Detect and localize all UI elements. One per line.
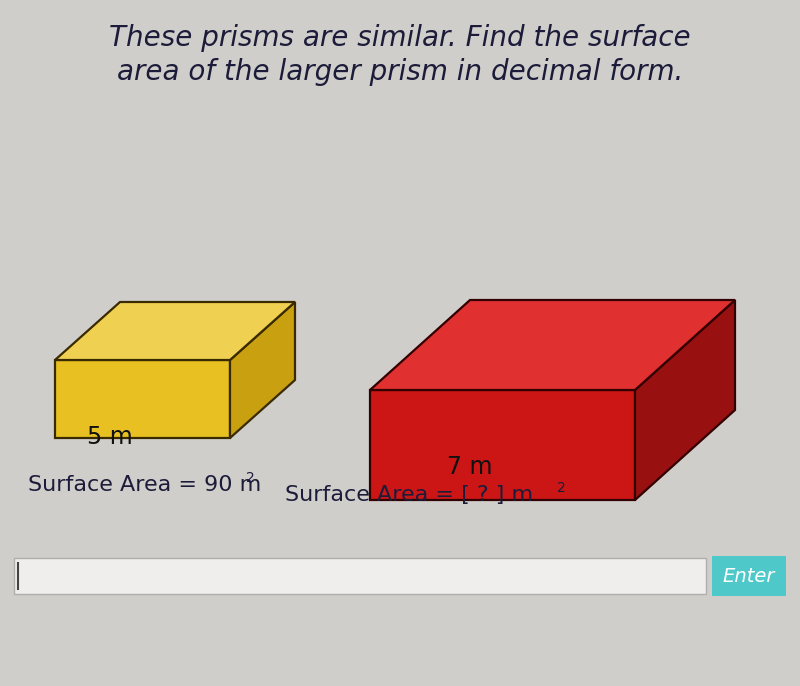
Text: Surface Area = [ ? ] m: Surface Area = [ ? ] m <box>285 485 533 505</box>
FancyBboxPatch shape <box>14 558 706 594</box>
Polygon shape <box>55 302 295 360</box>
Text: These prisms are similar. Find the surface: These prisms are similar. Find the surfa… <box>109 24 691 52</box>
Text: Surface Area = 90 m: Surface Area = 90 m <box>28 475 262 495</box>
Text: Enter: Enter <box>723 567 775 585</box>
Polygon shape <box>370 390 635 500</box>
Polygon shape <box>230 302 295 438</box>
Text: area of the larger prism in decimal form.: area of the larger prism in decimal form… <box>117 58 683 86</box>
Text: 7 m: 7 m <box>447 455 493 479</box>
Text: 2: 2 <box>246 471 254 485</box>
Text: 5 m: 5 m <box>87 425 133 449</box>
Polygon shape <box>370 300 735 390</box>
Polygon shape <box>55 360 230 438</box>
Text: 2: 2 <box>557 481 566 495</box>
Polygon shape <box>635 300 735 500</box>
FancyBboxPatch shape <box>712 556 786 596</box>
